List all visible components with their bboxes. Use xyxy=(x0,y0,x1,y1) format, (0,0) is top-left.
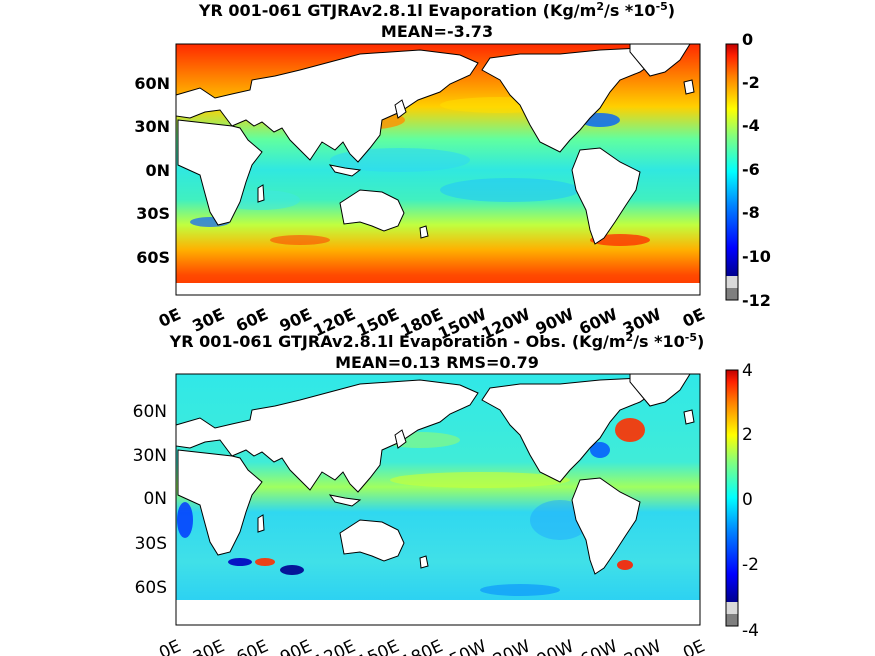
panel-1: YR 001-061 GTJRAv2.8.1l Evaporation (Kg/… xyxy=(134,0,771,343)
south-america xyxy=(571,147,641,245)
x-tick-label: 0E xyxy=(156,636,184,656)
indonesia xyxy=(328,164,362,177)
x-tick-label: 120E xyxy=(311,636,359,656)
north-america xyxy=(481,47,661,153)
japan xyxy=(394,99,407,119)
australia xyxy=(339,189,405,232)
x-tick-label: 90E xyxy=(277,304,315,335)
y-tick-label: 30S xyxy=(136,204,170,223)
panel-1-map xyxy=(175,43,701,296)
africa xyxy=(177,119,263,226)
y-tick-label: 60S xyxy=(135,578,167,598)
x-tick-label: 30E xyxy=(190,636,228,656)
antarctica xyxy=(176,283,700,295)
colorbar-tick-label: -4 xyxy=(742,116,760,135)
y-tick-label: 30N xyxy=(134,117,170,136)
colorbar-tick-label: -10 xyxy=(742,247,771,266)
x-tick-label: 60E xyxy=(234,636,272,656)
panel-1-subtitle: MEAN=-3.73 xyxy=(381,22,493,41)
colorbar-tick-label: -4 xyxy=(742,621,759,641)
x-tick-label: 30E xyxy=(189,304,227,335)
x-tick-label: 30W xyxy=(621,636,664,656)
eurasia xyxy=(175,49,479,163)
colorbar-tick-label: -12 xyxy=(742,291,771,310)
uk xyxy=(683,79,695,95)
x-tick-label: 180E xyxy=(399,636,447,656)
y-tick-label: 60N xyxy=(134,74,170,93)
y-tick-label: 60N xyxy=(133,402,167,422)
panel-2: YR 001-061 GTJRAv2.8.1l Evaporation - Ob… xyxy=(133,331,759,656)
y-tick-label: 0N xyxy=(143,489,167,509)
x-tick-label: 120W xyxy=(480,636,533,656)
africa xyxy=(177,449,263,556)
japan xyxy=(394,429,407,449)
colorbar-tick-label: 4 xyxy=(742,361,753,381)
greenland xyxy=(629,43,691,77)
x-tick-label: 60W xyxy=(577,636,620,656)
colorbar-tick-label: 0 xyxy=(742,30,753,49)
y-tick-label: 0N xyxy=(145,161,170,180)
x-tick-label: 0E xyxy=(680,636,708,656)
colorbar-tick-label: -2 xyxy=(742,555,759,575)
uk xyxy=(683,409,695,425)
x-tick-label: 90W xyxy=(534,636,577,656)
nz xyxy=(419,555,429,569)
x-tick-label: 60E xyxy=(233,304,271,335)
greenland xyxy=(629,373,691,407)
north-america xyxy=(481,377,661,483)
antarctica xyxy=(176,600,700,625)
colorbar-tick-label: 2 xyxy=(742,425,753,445)
colorbar-tick-label: 0 xyxy=(742,490,753,510)
y-tick-label: 30S xyxy=(135,534,167,554)
x-tick-label: 150E xyxy=(355,636,403,656)
x-tick-label: 90E xyxy=(277,636,315,656)
nz xyxy=(419,225,429,239)
y-tick-label: 30N xyxy=(133,446,167,466)
panel-2-subtitle: MEAN=0.13 RMS=0.79 xyxy=(335,353,539,372)
panel-2-y-axis: 60N 30N 0N 30S 60S xyxy=(133,402,167,598)
x-tick-label: 150W xyxy=(437,636,490,656)
indonesia xyxy=(328,494,362,507)
south-america xyxy=(571,477,641,575)
colorbar-tick-label: -8 xyxy=(742,203,760,222)
colorbar-tick-label: -6 xyxy=(742,160,760,179)
panel-2-map xyxy=(175,373,701,626)
australia xyxy=(339,519,405,562)
eurasia xyxy=(175,379,479,493)
panel-2-title: YR 001-061 GTJRAv2.8.1l Evaporation - Ob… xyxy=(169,331,705,351)
panel-1-y-axis: 60N 30N 0N 30S 60S xyxy=(134,74,170,267)
panel-1-colorbar: 0 -2 -4 -6 -8 -10 -12 xyxy=(725,30,771,310)
x-tick-label: 0E xyxy=(156,304,184,331)
madagascar xyxy=(257,514,265,533)
x-tick-label: 0E xyxy=(680,304,708,331)
panel-1-title: YR 001-061 GTJRAv2.8.1l Evaporation (Kg/… xyxy=(198,0,675,20)
y-tick-label: 60S xyxy=(136,248,170,267)
panel-2-colorbar: 4 2 0 -2 -4 xyxy=(725,361,759,641)
madagascar xyxy=(257,184,265,203)
colorbar-tick-label: -2 xyxy=(742,73,760,92)
